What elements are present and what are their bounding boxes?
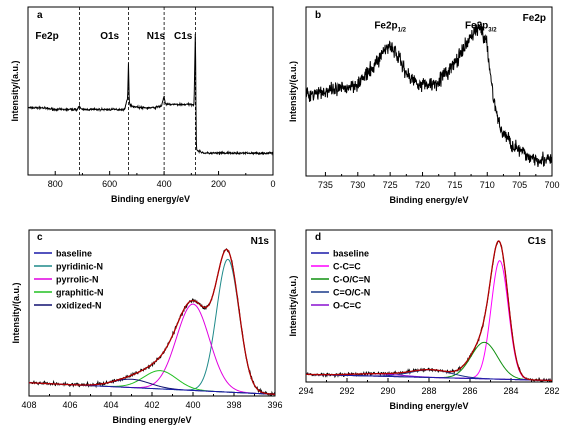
plot-frame: [305, 6, 553, 177]
legend-label: baseline: [56, 249, 92, 259]
marker-label: Fe2p: [35, 31, 58, 42]
x-tick-label: 600: [102, 179, 117, 189]
x-tick-label: 284: [503, 386, 518, 396]
panel-d: d C1s 294 292 290 288 286 284 282 Binding energy/…: [288, 229, 560, 411]
x-tick-label: 400: [185, 400, 200, 410]
legend-label: O-C=C: [333, 301, 362, 311]
legend-label: oxidized-N: [56, 301, 102, 311]
x-axis-label: Binding energy/eV: [389, 195, 468, 205]
panel-letter: c: [37, 232, 43, 243]
panel-b: b Fe2p 735 730 725 720 715 710 705 700 Binding ene…: [288, 6, 560, 205]
x-tick-label: 715: [447, 180, 462, 190]
x-tick-label: 700: [544, 180, 559, 190]
fit-envelope-line: [306, 240, 552, 382]
legend-label: graphitic-N: [56, 288, 104, 298]
x-tick-label: 290: [380, 386, 395, 396]
x-tick-label: 800: [48, 179, 63, 189]
legend-label: C=O/C-N: [333, 288, 370, 298]
marker-label: O1s: [100, 31, 119, 42]
fit-envelope-line: [29, 248, 275, 395]
x-tick-label: 282: [544, 386, 559, 396]
spectrum-line: [28, 33, 273, 156]
panel-letter: a: [37, 10, 43, 21]
panel-c: c N1s 408 406 404 402 400 398 396 Binding energy/…: [11, 229, 283, 425]
marker-label: N1s: [147, 31, 166, 42]
peak-annotation: Fe2p1/2: [374, 21, 406, 34]
legend: baseline C-C=C C-O/C=N C=O/C-N O-C=C: [311, 249, 370, 311]
x-axis-label: Binding energy/eV: [389, 401, 468, 411]
x-tick-label: 730: [350, 180, 365, 190]
panel-title: N1s: [251, 236, 270, 247]
legend: baseline pyridinic-N pyrrolic-N graphitic-N…: [34, 249, 104, 311]
x-tick-label: 400: [157, 179, 172, 189]
legend-label: C-O/C=N: [333, 275, 370, 285]
x-tick-label: 705: [512, 180, 527, 190]
x-tick-label: 294: [298, 386, 313, 396]
x-tick-label: 404: [103, 400, 118, 410]
spectrum-line: [306, 23, 552, 167]
baseline-line: [306, 373, 552, 381]
legend-label: pyrrolic-N: [56, 275, 99, 285]
y-axis-label: Intensity/(a.u.): [10, 60, 20, 121]
legend-label: C-C=C: [333, 262, 361, 272]
legend-label: pyridinic-N: [56, 262, 103, 272]
x-tick-label: 200: [211, 179, 226, 189]
x-tick-label: 710: [480, 180, 495, 190]
x-tick-label: 398: [226, 400, 241, 410]
x-tick-label: 406: [62, 400, 77, 410]
panel-a: a 800 600 400 200 0 Binding energy/eV Intensity…: [10, 6, 276, 204]
y-axis-label: Intensity/(a.u.): [11, 282, 21, 343]
y-axis-label: Intensity/(a.u.): [288, 275, 298, 336]
y-axis-label: Intensity/(a.u.): [288, 61, 298, 122]
x-axis-label: Binding energy/eV: [112, 415, 191, 425]
marker-label: C1s: [174, 31, 193, 42]
legend-label: baseline: [333, 249, 369, 259]
x-tick-label: 720: [415, 180, 430, 190]
panel-title: Fe2p: [523, 13, 546, 24]
panel-title: C1s: [528, 236, 547, 247]
panel-letter: b: [315, 10, 321, 21]
x-tick-label: 408: [21, 400, 36, 410]
peak-annotation: Fe2p3/2: [465, 21, 497, 34]
x-tick-label: 292: [339, 386, 354, 396]
x-tick-label: 735: [318, 180, 333, 190]
x-tick-label: 288: [421, 386, 436, 396]
component-pyrrolic-n: [29, 303, 275, 395]
plot-frame: [27, 6, 274, 176]
x-tick-label: 396: [267, 400, 282, 410]
panel-letter: d: [315, 232, 321, 243]
x-tick-label: 0: [270, 179, 275, 189]
x-tick-label: 286: [462, 386, 477, 396]
x-axis-label: Binding energy/eV: [111, 194, 190, 204]
x-tick-label: 402: [144, 400, 159, 410]
x-tick-label: 725: [383, 180, 398, 190]
